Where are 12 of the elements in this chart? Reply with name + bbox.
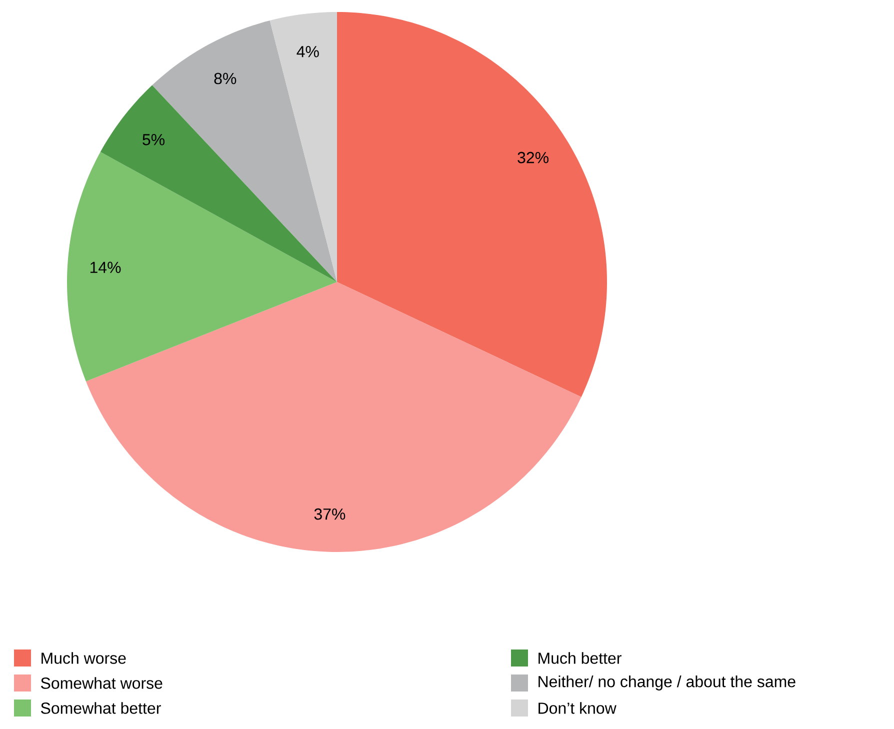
legend-label: Don’t know bbox=[538, 702, 616, 714]
data-label: 5% bbox=[142, 134, 165, 146]
legend-label: Much better bbox=[538, 652, 622, 664]
legend-label: Much worse bbox=[42, 652, 126, 664]
data-label: 14% bbox=[90, 262, 121, 273]
data-label: 32% bbox=[518, 152, 548, 164]
data-label: 8% bbox=[214, 72, 236, 84]
data-label: 37% bbox=[314, 508, 346, 520]
legend-label: Somewhat better bbox=[41, 702, 161, 714]
legend-label: Neither/ no change / about the same bbox=[538, 676, 796, 690]
data-label: 4% bbox=[296, 46, 319, 58]
legend-label: Somewhat worse bbox=[41, 677, 162, 689]
